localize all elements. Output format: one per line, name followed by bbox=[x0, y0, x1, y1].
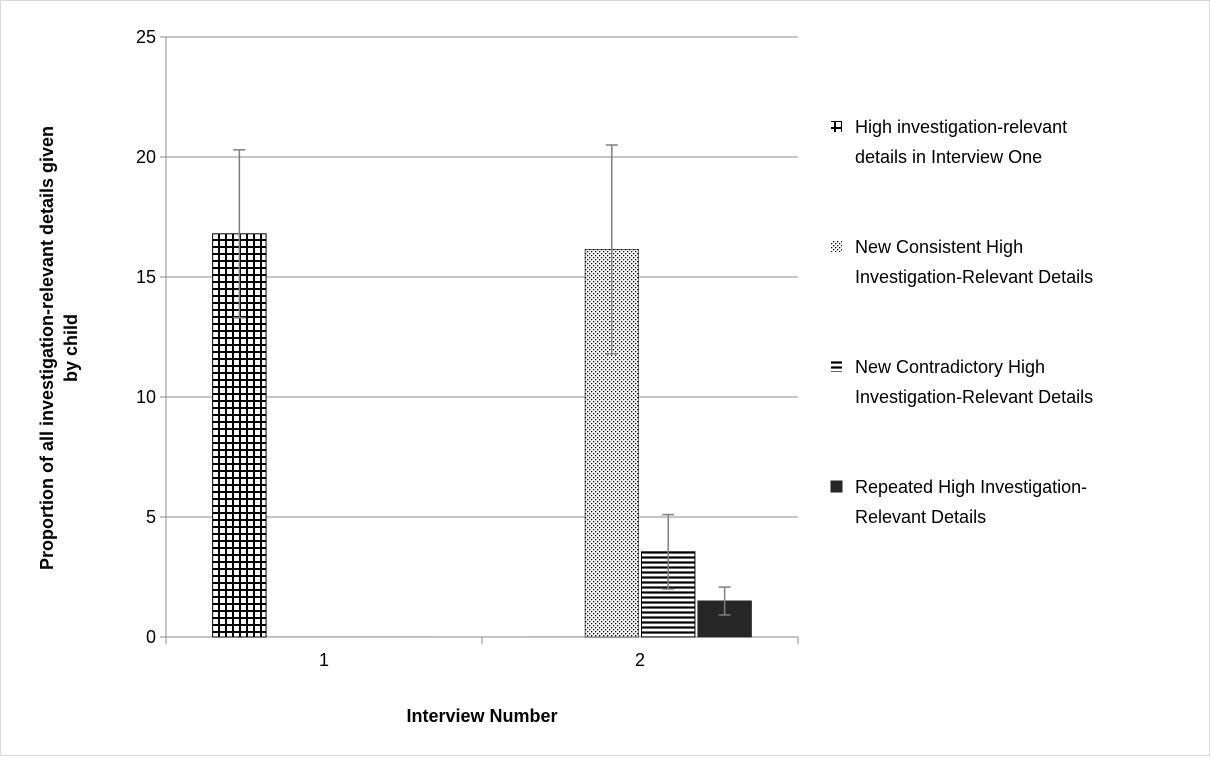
y-axis-title-line-2: by child bbox=[61, 314, 81, 382]
y-tick-label: 15 bbox=[136, 267, 156, 287]
y-tick-labels: 0 5 10 15 20 25 bbox=[136, 27, 156, 647]
legend-label: New Consistent High bbox=[855, 237, 1023, 257]
legend-swatch bbox=[831, 121, 842, 132]
gridlines bbox=[160, 36, 798, 638]
error-bars bbox=[233, 144, 731, 616]
y-tick-label: 5 bbox=[146, 507, 156, 527]
x-tick-label: 2 bbox=[635, 650, 645, 670]
y-axis-title: Proportion of all investigation-relevant… bbox=[37, 126, 81, 570]
y-axis-title-line-1: Proportion of all investigation-relevant… bbox=[37, 126, 57, 570]
legend-label: Repeated High Investigation- bbox=[855, 477, 1087, 497]
legend-swatch bbox=[831, 241, 842, 252]
y-tick-label: 10 bbox=[136, 387, 156, 407]
x-axis-title: Interview Number bbox=[406, 706, 557, 726]
legend-label: Investigation-Relevant Details bbox=[855, 267, 1093, 287]
x-tick-label: 1 bbox=[319, 650, 329, 670]
bars bbox=[212, 233, 752, 638]
legend-label: New Contradictory High bbox=[855, 357, 1045, 377]
y-tick-label: 0 bbox=[146, 627, 156, 647]
bar bbox=[697, 600, 752, 638]
legend-label: High investigation-relevant bbox=[855, 117, 1067, 137]
legend-label: Investigation-Relevant Details bbox=[855, 387, 1093, 407]
legend: High investigation-relevant details in In… bbox=[830, 117, 1093, 527]
legend-swatch bbox=[831, 361, 842, 372]
y-tick-label: 25 bbox=[136, 27, 156, 47]
legend-label: details in Interview One bbox=[855, 147, 1042, 167]
legend-label: Relevant Details bbox=[855, 507, 986, 527]
y-tick-label: 20 bbox=[136, 147, 156, 167]
legend-swatch bbox=[830, 480, 843, 493]
